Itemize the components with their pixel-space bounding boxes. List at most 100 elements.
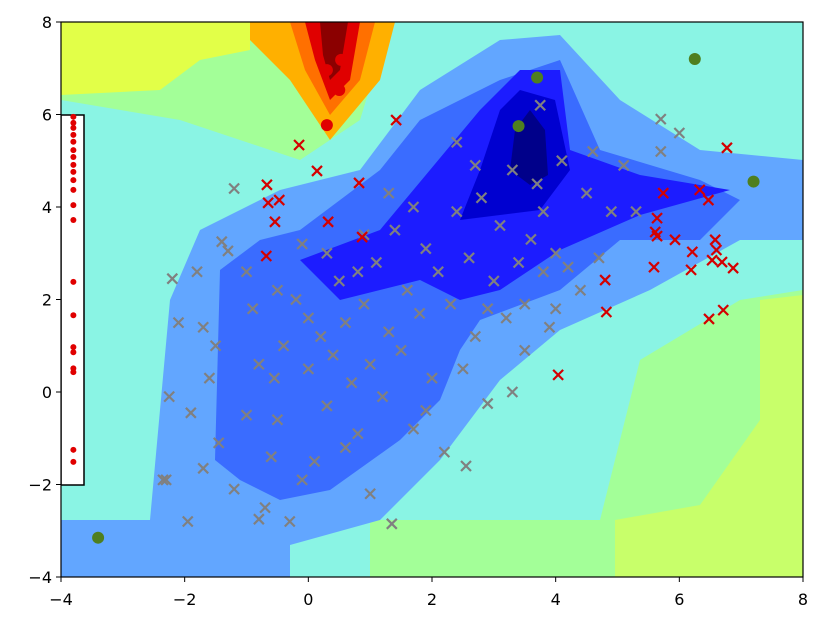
x-marker <box>265 450 278 463</box>
x-marker <box>390 114 402 126</box>
x-marker <box>261 179 273 191</box>
x-marker <box>321 247 333 260</box>
x-marker <box>228 182 240 195</box>
x-marker <box>438 446 451 458</box>
x-marker <box>599 274 611 286</box>
x-marker <box>721 142 733 154</box>
x-marker <box>426 372 438 384</box>
x-marker <box>290 293 302 306</box>
x-marker <box>370 256 383 269</box>
x-marker <box>506 164 519 176</box>
x-marker <box>191 265 203 278</box>
x-marker <box>420 242 432 255</box>
x-marker <box>395 344 407 357</box>
x-marker <box>253 513 265 525</box>
x-marker <box>160 474 172 486</box>
dot-marker <box>70 312 77 319</box>
x-marker <box>709 234 721 246</box>
dot-marker <box>512 120 525 133</box>
x-marker <box>382 187 395 199</box>
x-marker <box>246 302 259 315</box>
x-marker <box>549 302 562 315</box>
x-marker <box>302 363 315 375</box>
y-tick-label: 8 <box>42 13 52 32</box>
x-marker <box>500 312 512 324</box>
x-marker <box>574 284 587 297</box>
contour-level <box>61 22 250 95</box>
dot-marker <box>92 531 105 544</box>
x-marker <box>260 250 273 262</box>
x-marker <box>339 441 352 454</box>
dot-marker <box>688 53 701 65</box>
x-marker <box>617 159 630 172</box>
x-marker <box>253 358 265 371</box>
y-tick-label: 2 <box>42 291 52 310</box>
x-marker <box>655 113 667 125</box>
x-marker <box>222 245 234 257</box>
dot-marker <box>70 119 77 126</box>
x-marker <box>262 197 274 209</box>
x-marker <box>358 298 370 310</box>
x-marker <box>185 407 197 419</box>
x-marker <box>240 265 253 278</box>
contour <box>61 22 803 577</box>
x-marker <box>481 397 494 410</box>
x-marker <box>389 224 401 236</box>
dot-marker <box>70 369 77 376</box>
x-tick-label: 4 <box>551 590 561 609</box>
x-marker <box>469 159 482 172</box>
x-marker <box>333 275 346 287</box>
x-marker <box>212 437 225 449</box>
x-marker <box>228 483 240 495</box>
x-marker <box>525 233 537 246</box>
x-marker <box>543 321 556 334</box>
x-marker <box>386 518 398 530</box>
x-marker <box>327 349 339 361</box>
x-marker <box>352 427 364 440</box>
x-marker <box>648 261 660 273</box>
x-marker <box>651 230 663 242</box>
x-marker <box>457 363 469 375</box>
x-marker <box>353 177 365 189</box>
x-marker <box>685 264 697 276</box>
x-marker <box>296 474 308 486</box>
x-marker <box>717 304 730 316</box>
x-marker <box>163 390 175 403</box>
x-marker <box>407 201 420 213</box>
dot-marker <box>70 177 77 184</box>
x-marker <box>710 244 723 256</box>
x-marker <box>518 344 531 357</box>
x-marker <box>215 235 228 248</box>
x-marker <box>686 246 699 258</box>
x-marker <box>356 231 368 243</box>
dot-marker <box>70 147 77 154</box>
dot-marker <box>70 124 77 131</box>
dot-marker <box>320 119 333 132</box>
x-marker <box>308 455 321 468</box>
x-marker <box>506 386 519 398</box>
dot-marker <box>70 344 77 351</box>
x-marker <box>293 139 305 151</box>
x-marker <box>534 99 546 112</box>
marks <box>70 53 760 544</box>
x-marker <box>345 376 358 389</box>
dot-marker <box>333 83 346 96</box>
x-marker <box>716 256 728 268</box>
x-marker <box>407 423 420 435</box>
x-marker <box>444 298 457 310</box>
x-marker <box>537 265 550 278</box>
x-marker <box>549 247 562 260</box>
dot-marker <box>70 458 77 465</box>
x-marker <box>269 216 281 228</box>
y-tick-label: 6 <box>42 106 52 125</box>
x-tick-label: −2 <box>173 590 197 609</box>
dot-marker <box>747 175 760 188</box>
x-marker <box>197 321 209 334</box>
x-marker <box>450 136 463 149</box>
x-marker <box>469 330 482 343</box>
x-marker <box>376 390 389 403</box>
x-marker <box>657 187 670 199</box>
x-marker <box>630 205 642 218</box>
x-marker <box>481 302 494 315</box>
